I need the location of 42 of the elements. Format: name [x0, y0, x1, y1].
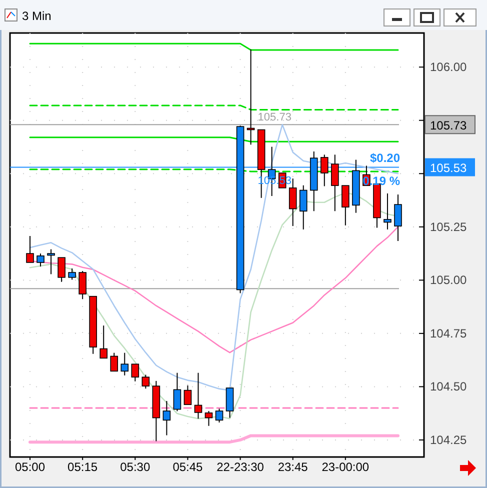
- candlestick: [120, 352, 129, 376]
- candlestick: [78, 270, 86, 300]
- candlestick: [384, 192, 392, 230]
- candlestick: [47, 248, 55, 275]
- candlestick: [299, 184, 308, 230]
- text: 105.73: [430, 118, 467, 133]
- candlestick: [204, 410, 213, 426]
- x-tick-label: 23:45: [278, 460, 308, 474]
- annotation: $0.20: [370, 151, 400, 166]
- y-tick-label: 105.00: [430, 273, 468, 288]
- candlestick: [100, 325, 108, 359]
- y-tick-label: 104.25: [430, 432, 468, 447]
- candlestick: [131, 364, 140, 382]
- ref-line-label: 105.73: [258, 112, 292, 124]
- x-tick-label: 05:45: [172, 460, 204, 474]
- candlestick: [394, 194, 402, 242]
- x-tick-label: 05:30: [120, 460, 150, 474]
- y-tick-label: 104.50: [430, 380, 468, 394]
- x-tick-label: 05:15: [68, 460, 98, 474]
- candlestick: [142, 374, 150, 390]
- x-tick-label: 23-00:00: [322, 460, 370, 474]
- candlestick: [194, 372, 202, 420]
- candlestick: [342, 185, 350, 226]
- candlestick: [226, 387, 234, 418]
- text: 105.53: [430, 161, 467, 176]
- candlestick: [215, 408, 224, 423]
- candlestick: [173, 372, 182, 412]
- chart-title: 3 Min: [22, 9, 52, 23]
- candlestick: [58, 257, 66, 282]
- y-tick-label: 106.00: [430, 60, 468, 74]
- candlestick: [110, 352, 118, 372]
- candlestick: [184, 384, 192, 406]
- y-tick-label: 104.75: [430, 326, 468, 340]
- candlestick: [36, 253, 44, 268]
- candlestick: [320, 154, 328, 187]
- candlestick: [68, 268, 76, 280]
- candlestick: [26, 236, 34, 263]
- x-tick-label: 05:00: [14, 460, 46, 474]
- y-tick-label: 105.25: [430, 220, 468, 234]
- x-tick-label: 22-23:30: [216, 460, 264, 474]
- candlestick: [162, 400, 171, 436]
- candlestick: [331, 154, 339, 212]
